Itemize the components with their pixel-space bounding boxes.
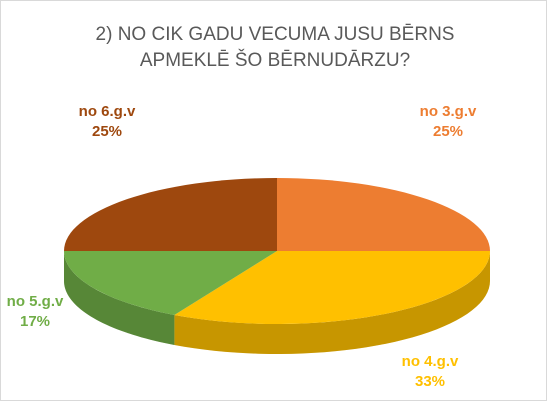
slice-label: no 3.g.v [420,103,477,120]
slice [64,178,277,251]
chart-title: 2) NO CIK GADU VECUMA JUSU BĒRNS APMEKLĒ… [95,24,455,71]
slice-value-label: 25% [433,123,463,140]
slice-label: no 4.g.v [402,353,459,370]
slice-value-label: 17% [20,313,50,330]
slice [174,251,490,324]
slice-side-shade [64,251,175,345]
slice [63,251,277,315]
slice [277,178,490,251]
slice-label: no 5.g.v [7,293,64,310]
slice-value-label: 33% [415,373,445,390]
slice-value-label: 25% [92,123,122,140]
slice-side [64,251,175,345]
slice-side-shade [174,251,490,354]
slice-label: no 6.g.v [79,103,136,120]
slice-side [174,251,490,354]
